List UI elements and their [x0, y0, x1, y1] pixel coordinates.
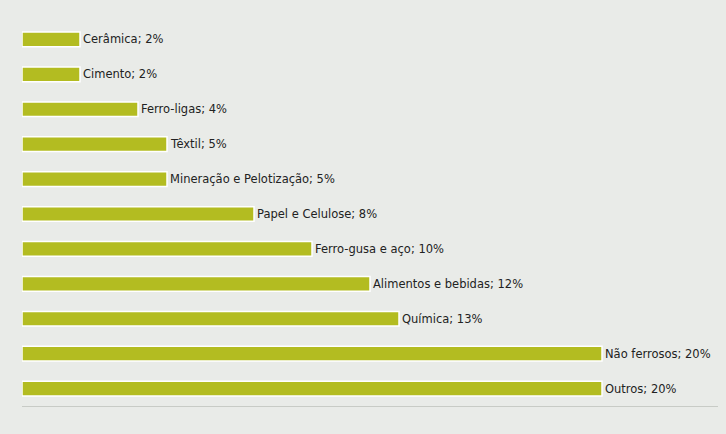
svg-text:Outros; 20%: Outros; 20%	[605, 382, 677, 396]
svg-text:Papel e Celulose; 8%: Papel e Celulose; 8%	[257, 207, 377, 221]
svg-text:Química; 13%: Química; 13%	[402, 312, 482, 326]
svg-text:Têxtil; 5%: Têxtil; 5%	[170, 137, 227, 151]
svg-text:Ferro-ligas; 4%: Ferro-ligas; 4%	[141, 102, 227, 116]
svg-text:Cerâmica; 2%: Cerâmica; 2%	[83, 32, 163, 46]
svg-text:Alimentos e bebidas; 12%: Alimentos e bebidas; 12%	[373, 277, 523, 291]
svg-text:Ferro-gusa e aço; 10%: Ferro-gusa e aço; 10%	[315, 242, 444, 256]
svg-text:Mineração e Pelotização; 5%: Mineração e Pelotização; 5%	[170, 172, 335, 186]
svg-text:Não ferrosos; 20%: Não ferrosos; 20%	[605, 347, 711, 361]
svg-text:Cimento; 2%: Cimento; 2%	[83, 67, 157, 81]
